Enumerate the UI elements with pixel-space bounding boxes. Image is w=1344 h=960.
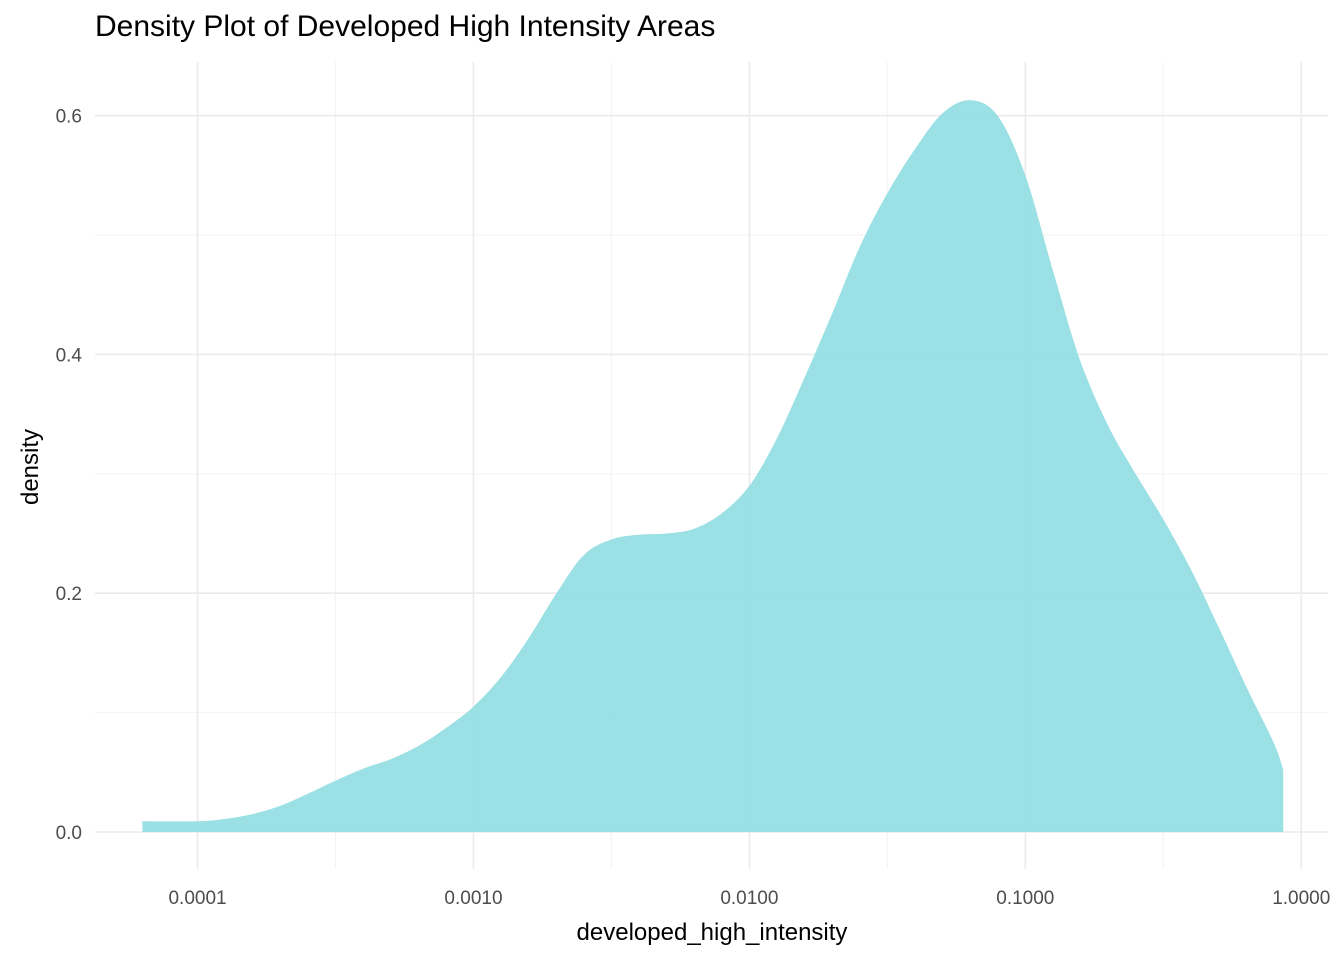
- x-axis-title: developed_high_intensity: [577, 919, 848, 946]
- x-tick-label: 0.0010: [444, 888, 502, 909]
- density-area: [142, 100, 1284, 832]
- y-tick-label: 0.4: [56, 345, 83, 366]
- x-tick-labels: 0.0001 0.0010 0.0100 0.1000 1.0000: [168, 888, 1330, 909]
- y-axis-title: density: [17, 429, 44, 505]
- chart-title: Density Plot of Developed High Intensity…: [95, 10, 716, 43]
- y-tick-label: 0.6: [56, 107, 82, 128]
- y-tick-label: 0.0: [56, 823, 82, 844]
- x-tick-label: 0.0100: [720, 888, 778, 909]
- x-tick-label: 0.1000: [996, 888, 1054, 909]
- y-tick-labels: 0.0 0.2 0.4 0.6: [56, 107, 83, 844]
- y-tick-label: 0.2: [56, 584, 82, 605]
- x-tick-label: 1.0000: [1272, 888, 1330, 909]
- x-tick-label: 0.0001: [168, 888, 226, 909]
